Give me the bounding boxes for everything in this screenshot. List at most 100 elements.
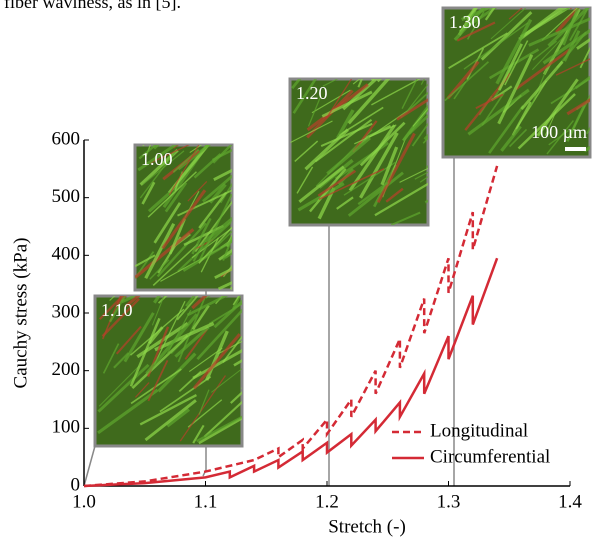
fiber — [370, 79, 375, 82]
fiber — [177, 221, 232, 273]
fiber — [187, 399, 223, 428]
legend-label: Longitudinal — [430, 420, 528, 441]
fiber — [531, 33, 568, 71]
fiber — [291, 79, 302, 90]
fiber — [500, 125, 522, 152]
fiber — [98, 296, 125, 320]
fiber — [135, 254, 156, 268]
fiber — [359, 132, 399, 199]
fiber — [542, 28, 590, 65]
fiber — [191, 217, 212, 255]
y-tick-label: 400 — [52, 244, 81, 265]
fiber — [198, 416, 242, 445]
fiber — [139, 394, 197, 426]
fiber — [490, 8, 527, 40]
fiber — [453, 8, 486, 41]
fiber — [211, 148, 232, 162]
fiber — [187, 181, 208, 202]
fiber — [168, 145, 200, 196]
fiber — [205, 330, 229, 381]
fiber — [504, 40, 529, 86]
fiber — [446, 60, 480, 100]
fiber — [357, 181, 389, 206]
fiber — [153, 202, 182, 244]
fiber — [102, 296, 122, 340]
fiber — [322, 79, 339, 87]
fiber — [147, 360, 169, 402]
fiber — [113, 352, 130, 369]
fiber — [159, 376, 212, 413]
fiber — [229, 286, 232, 290]
fiber — [196, 308, 242, 361]
fiber — [149, 259, 170, 280]
fiber — [579, 46, 590, 69]
data-line — [83, 257, 499, 488]
fiber — [182, 239, 232, 272]
fiber — [129, 317, 161, 387]
fiber — [497, 43, 523, 91]
fiber — [371, 79, 421, 106]
fiber — [138, 145, 158, 160]
fiber — [508, 128, 528, 148]
micrograph-inset: 1.00 — [133, 143, 234, 292]
fiber — [347, 171, 404, 217]
fiber — [336, 109, 355, 139]
fiber — [198, 389, 210, 415]
x-tick-label: 1.3 — [437, 491, 461, 512]
fiber — [213, 168, 232, 182]
fiber — [191, 227, 232, 259]
fiber — [296, 166, 314, 194]
fiber — [198, 226, 232, 264]
fiber — [488, 105, 525, 154]
fiber — [144, 223, 176, 279]
fiber — [233, 359, 242, 367]
fiber — [123, 312, 155, 363]
y-tick-label: 200 — [52, 359, 81, 380]
fiber — [536, 78, 579, 137]
x-tick-label: 1.4 — [558, 491, 582, 512]
fiber — [149, 145, 190, 164]
fiber — [326, 136, 371, 176]
fiber — [407, 83, 428, 112]
fiber — [211, 368, 242, 393]
fiber — [456, 21, 496, 42]
fiber — [102, 343, 120, 374]
fiber — [97, 388, 159, 435]
fiber — [121, 296, 139, 304]
inset-label: 1.30 — [449, 12, 481, 32]
fiber — [569, 8, 590, 41]
fiber — [137, 145, 178, 172]
fiber — [131, 334, 189, 390]
fiber — [115, 325, 142, 355]
fiber — [320, 122, 373, 148]
fiber — [241, 387, 242, 390]
fiber — [174, 325, 210, 358]
fiber — [520, 8, 571, 39]
fiber — [475, 93, 504, 110]
fiber — [191, 304, 210, 330]
fiber — [481, 92, 505, 126]
fiber — [363, 124, 392, 140]
data-line — [83, 165, 499, 488]
fiber — [304, 128, 350, 171]
fiber — [562, 8, 571, 12]
fiber — [480, 11, 533, 61]
fiber — [385, 187, 404, 203]
fiber — [412, 107, 428, 127]
fiber-texture — [444, 8, 590, 155]
fiber — [141, 181, 156, 205]
fiber — [166, 408, 190, 428]
fiber-texture — [135, 145, 232, 290]
fiber — [298, 165, 345, 204]
fiber — [196, 415, 242, 443]
fiber — [198, 191, 228, 229]
x-tick-label: 1.1 — [194, 491, 218, 512]
fiber — [101, 297, 140, 338]
micrograph-inset: 1.20 — [288, 77, 430, 227]
fiber — [144, 145, 152, 158]
fiber — [232, 296, 240, 306]
fiber — [424, 199, 428, 204]
fiber — [497, 54, 534, 125]
fiber — [97, 363, 150, 413]
fiber-texture — [97, 296, 242, 445]
